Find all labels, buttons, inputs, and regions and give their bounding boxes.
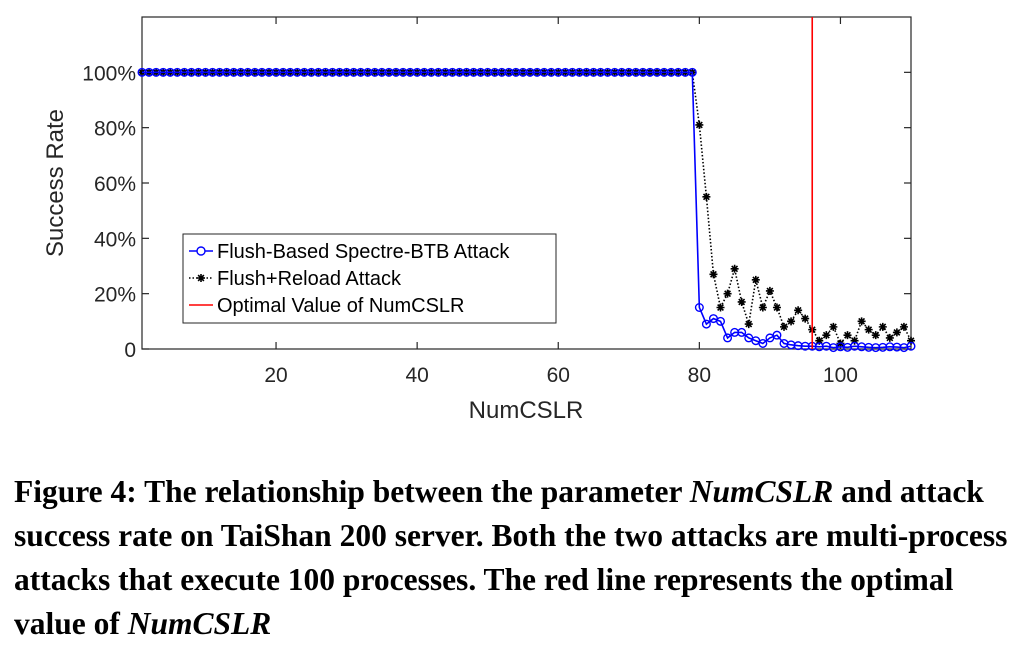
- x-tick-label: 40: [405, 364, 428, 387]
- flush-reload-point: [801, 315, 809, 323]
- x-tick-label: 80: [688, 364, 711, 387]
- flush-reload-point: [829, 323, 837, 331]
- flush-reload-point: [738, 298, 746, 306]
- flush-reload-point: [865, 326, 873, 334]
- flush-reload-point: [879, 323, 887, 331]
- flush-reload-point: [780, 323, 788, 331]
- y-tick-label: 80%: [94, 118, 136, 141]
- flush-reload-point: [702, 193, 710, 201]
- caption-emphasis-1: NumCSLR: [690, 474, 834, 509]
- flush-reload-point: [858, 317, 866, 325]
- x-tick-label: 20: [264, 364, 287, 387]
- flush-reload-point: [900, 323, 908, 331]
- y-tick-label: 40%: [94, 228, 136, 251]
- flush-reload-point: [759, 304, 767, 312]
- legend-entry-label: Flush+Reload Attack: [217, 268, 402, 290]
- flush-reload-point: [752, 276, 760, 284]
- legend-swatch-flush-marker: [197, 274, 205, 282]
- legend-entry-label: Optimal Value of NumCSLR: [217, 295, 465, 317]
- flush-reload-point: [844, 331, 852, 339]
- y-tick-label: 60%: [94, 173, 136, 196]
- flush-reload-point: [731, 265, 739, 273]
- caption-part-1: Figure 4: The relationship between the p…: [14, 474, 690, 509]
- legend-swatch-spectre-marker: [197, 247, 205, 255]
- legend-entry-label: Flush-Based Spectre-BTB Attack: [217, 241, 510, 263]
- y-tick-label: 0: [124, 339, 136, 362]
- flush-reload-point: [794, 306, 802, 314]
- flush-reload-point: [695, 121, 703, 129]
- flush-reload-point: [822, 331, 830, 339]
- success-rate-chart: 20 40 60 80 100 0 20% 40% 60% 80% 100% NumCSLR Su…: [0, 0, 1022, 460]
- flush-reload-point: [766, 287, 774, 295]
- flush-reload-point: [886, 334, 894, 342]
- flush-reload-point: [872, 331, 880, 339]
- flush-reload-point: [717, 304, 725, 312]
- flush-reload-point: [893, 328, 901, 336]
- caption-emphasis-2: NumCSLR: [128, 606, 272, 641]
- legend: Flush-Based Spectre-BTB Attack Flush+Relo…: [183, 234, 556, 323]
- figure-caption: Figure 4: The relationship between the p…: [14, 470, 1014, 646]
- y-axis-label: Success Rate: [42, 109, 69, 257]
- x-tick-label: 60: [547, 364, 570, 387]
- flush-reload-point: [773, 304, 781, 312]
- flush-reload-point: [709, 270, 717, 278]
- y-tick-label: 100%: [82, 62, 136, 85]
- flush-reload-point: [787, 317, 795, 325]
- x-tick-label: 100: [823, 364, 858, 387]
- flush-reload-point: [724, 290, 732, 298]
- flush-reload-point: [745, 320, 753, 328]
- y-tick-label: 20%: [94, 284, 136, 307]
- x-axis-label: NumCSLR: [469, 397, 584, 424]
